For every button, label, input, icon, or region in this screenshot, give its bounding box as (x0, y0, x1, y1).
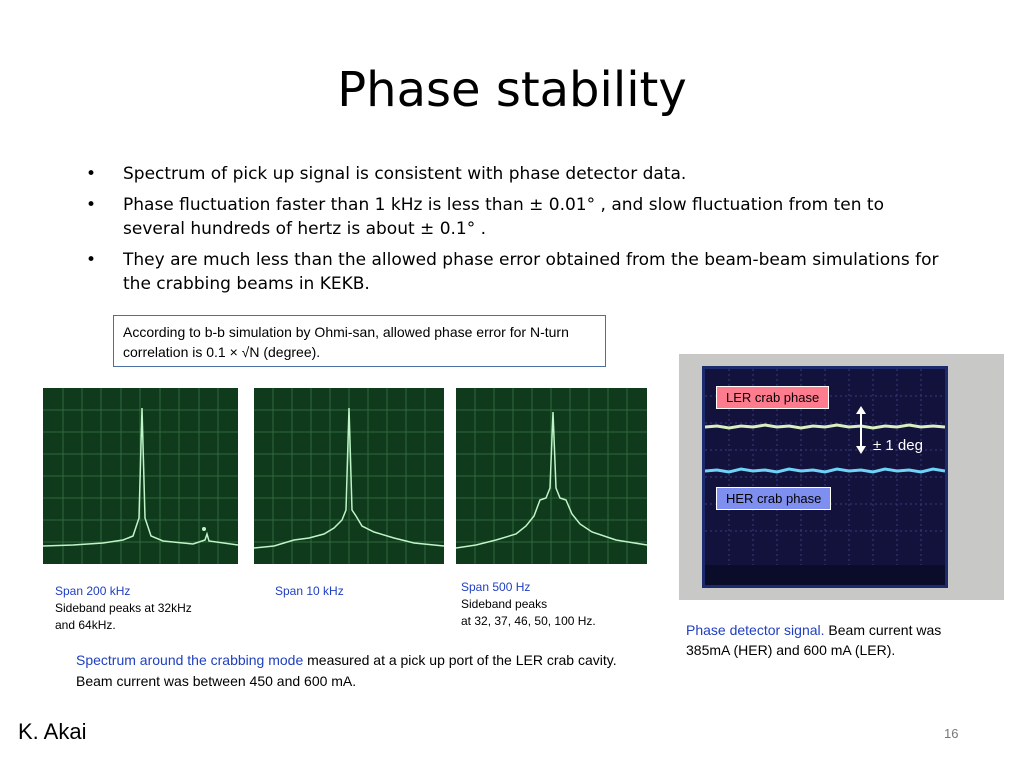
spectrum-photo-10khz (254, 388, 444, 564)
bullet-item: • Phase fluctuation faster than 1 kHz is … (86, 193, 946, 241)
simulation-note-box: According to b-b simulation by Ohmi-san,… (113, 315, 606, 367)
deg-scale-label: ± 1 deg (873, 437, 923, 454)
bullet-list: • Spectrum of pick up signal is consisten… (86, 162, 946, 303)
caption-text: measured at a pick up port of the LER cr… (76, 652, 617, 689)
span-label: Span 500 Hz (461, 580, 531, 594)
caption-highlight: Spectrum around the crabbing mode (76, 652, 304, 668)
spectrum-caption-10khz: Span 10 kHz (275, 583, 344, 600)
spectrum-photo-500hz (456, 388, 647, 564)
bullet-symbol: • (86, 164, 97, 184)
bullet-text: Spectrum of pick up signal is consistent… (123, 164, 687, 184)
bullet-text: They are much less than the allowed phas… (123, 250, 939, 294)
bullet-item: • Spectrum of pick up signal is consisten… (86, 162, 946, 186)
sideband-text: and 64kHz. (55, 618, 116, 632)
slide-title: Phase stability (337, 62, 687, 118)
spectrum-caption: Spectrum around the crabbing mode measur… (76, 650, 636, 692)
double-arrow-icon (856, 406, 866, 454)
ler-crab-phase-label: LER crab phase (716, 386, 830, 409)
spectrum-photo-200khz (43, 388, 238, 564)
spectrum-caption-500hz: Span 500 Hz Sideband peaks at 32, 37, 46… (461, 579, 596, 630)
caption-text: Beam current was 385mA (HER) and 600 mA … (686, 622, 942, 658)
span-label: Span 200 kHz (55, 584, 131, 598)
bullet-text: Phase fluctuation faster than 1 kHz is l… (123, 195, 884, 239)
bullet-symbol: • (86, 250, 97, 270)
page-number: 16 (944, 726, 959, 741)
sideband-text: Sideband peaks at 32kHz (55, 601, 192, 615)
bullet-item: • They are much less than the allowed pha… (86, 248, 946, 296)
span-label: Span 10 kHz (275, 584, 344, 598)
author-name: K. Akai (18, 719, 87, 744)
sideband-text: at 32, 37, 46, 50, 100 Hz. (461, 614, 596, 628)
phase-detector-caption: Phase detector signal. Beam current was … (686, 620, 986, 660)
her-crab-phase-label: HER crab phase (716, 487, 832, 510)
spectrum-caption-200khz: Span 200 kHz Sideband peaks at 32kHz and… (55, 583, 192, 634)
sideband-text: Sideband peaks (461, 597, 548, 611)
bullet-symbol: • (86, 195, 97, 215)
caption-highlight: Phase detector signal. (686, 622, 825, 638)
